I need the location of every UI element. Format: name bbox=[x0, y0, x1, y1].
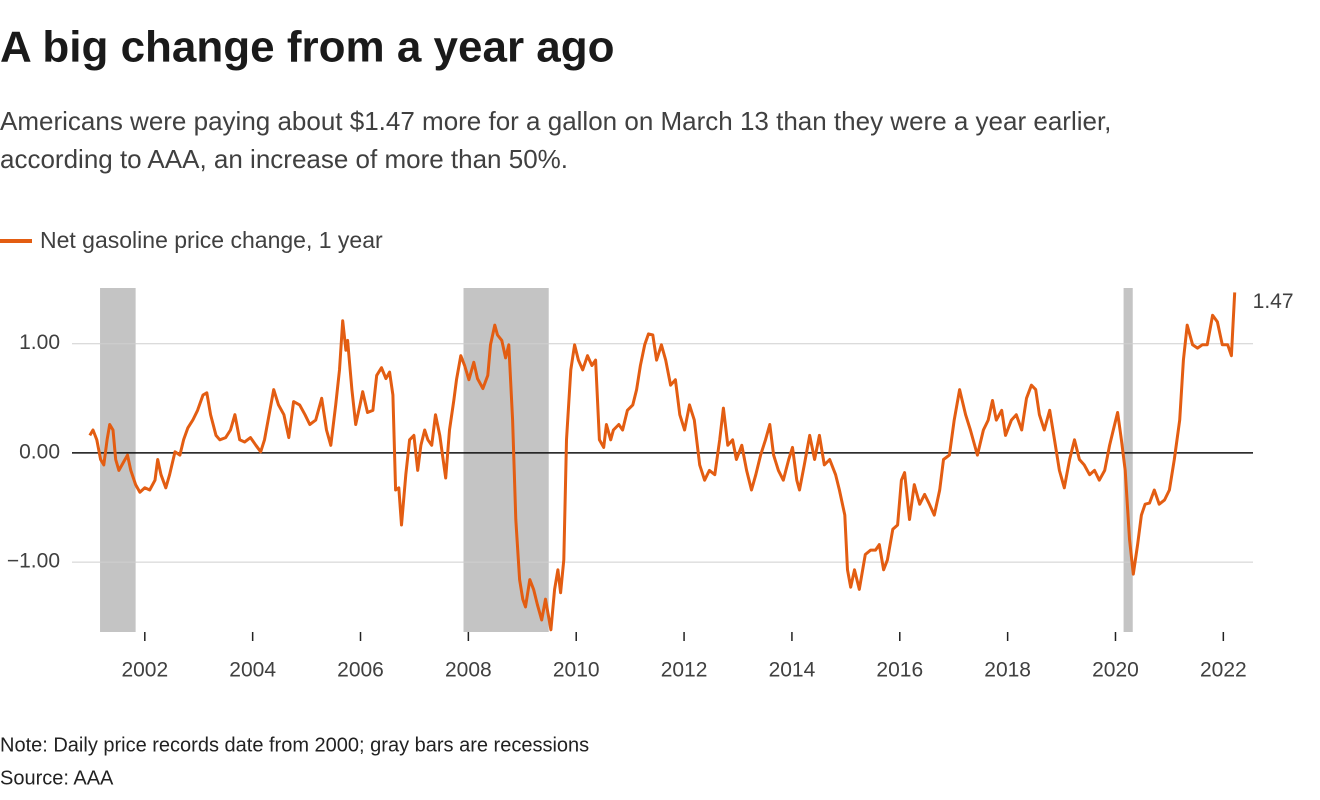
x-tick-label: 2010 bbox=[553, 659, 600, 682]
plot-area: −1.00 0.00 1.00 2002 2004 2006 2008 2010 2012 201… bbox=[7, 288, 1294, 682]
x-tick-label: 2008 bbox=[445, 659, 492, 682]
data-line bbox=[88, 292, 1237, 632]
x-tick-label: 2012 bbox=[661, 659, 708, 682]
x-tick-label: 2004 bbox=[229, 659, 276, 682]
x-tick-label: 2014 bbox=[769, 659, 816, 682]
y-tick-label: 1.00 bbox=[19, 331, 60, 354]
legend-label: Net gasoline price change, 1 year bbox=[40, 227, 383, 253]
y-tick-label: −1.00 bbox=[7, 550, 60, 573]
chart-title: A big change from a year ago bbox=[0, 23, 615, 72]
end-value-label: 1.47 bbox=[1253, 290, 1294, 313]
chart-subtitle: Americans were paying about $1.47 more f… bbox=[0, 106, 1111, 136]
x-tick-label: 2022 bbox=[1200, 659, 1247, 682]
chart-subtitle: according to AAA, an increase of more th… bbox=[0, 144, 568, 174]
source: Source: AAA bbox=[0, 767, 114, 789]
x-tick-label: 2020 bbox=[1092, 659, 1139, 682]
recession-bar bbox=[463, 288, 549, 632]
x-tick-label: 2016 bbox=[876, 659, 923, 682]
x-tick-label: 2006 bbox=[337, 659, 384, 682]
x-tick-label: 2002 bbox=[121, 659, 168, 682]
x-tick-label: 2018 bbox=[984, 659, 1031, 682]
y-tick-label: 0.00 bbox=[19, 440, 60, 463]
recession-bar bbox=[1123, 288, 1133, 632]
note: Note: Daily price records date from 2000… bbox=[0, 734, 589, 756]
